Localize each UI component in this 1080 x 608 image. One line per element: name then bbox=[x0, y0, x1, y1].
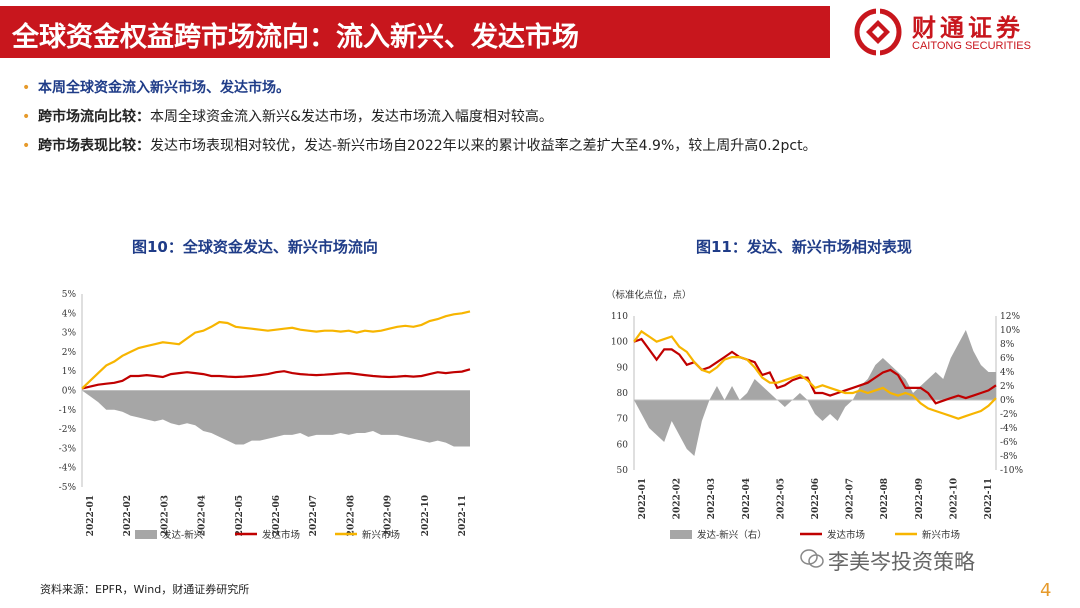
y-tick-label: 1% bbox=[62, 367, 77, 377]
x-tick-label: 2022-11 bbox=[458, 495, 468, 536]
wechat-icon bbox=[800, 549, 824, 568]
y-tick-label: -1% bbox=[59, 406, 77, 416]
x-tick-label: 2022-03 bbox=[707, 478, 717, 519]
bullet-text: 发达市场表现相对较优，发达-新兴市场自2022年以来的累计收益率之差扩大至4.9… bbox=[150, 138, 817, 154]
series-area-spread bbox=[634, 330, 996, 456]
y-tick-label: 5% bbox=[62, 290, 77, 300]
logo-english-name: CAITONG SECURITIES bbox=[912, 40, 1031, 52]
legend-label: 发达-新兴 bbox=[162, 529, 203, 541]
x-tick-label: 2022-09 bbox=[915, 478, 925, 519]
header: 全球资金权益跨市场流向：流入新兴、发达市场 财通证券 CAITONG SECUR… bbox=[0, 0, 1080, 64]
y-right-tick-label: 8% bbox=[1000, 340, 1015, 350]
x-tick-label: 2022-08 bbox=[880, 478, 890, 519]
company-logo: 财通证券 CAITONG SECURITIES bbox=[852, 6, 1072, 58]
legend-label: 新兴市场 bbox=[362, 529, 400, 541]
series-line-developed bbox=[81, 368, 471, 390]
x-tick-label: 2022-05 bbox=[235, 495, 245, 536]
chart1-title: 图10：全球资金发达、新兴市场流向 bbox=[132, 238, 378, 256]
y-tick-label: 80 bbox=[617, 389, 629, 399]
y-right-tick-label: -2% bbox=[1000, 410, 1018, 420]
x-tick-label: 2022-10 bbox=[421, 495, 431, 536]
y-tick-label: -4% bbox=[59, 464, 77, 474]
y-tick-label: -5% bbox=[59, 483, 77, 493]
x-tick-label: 2022-04 bbox=[742, 478, 752, 519]
x-tick-label: 2022-01 bbox=[86, 495, 96, 536]
summary-bullets: • 本周全球资金流入新兴市场、发达市场。 • 跨市场流向比较：本周全球资金流入新… bbox=[22, 74, 1068, 161]
logo-chinese-name: 财通证券 bbox=[912, 14, 1024, 42]
logo-mark-icon bbox=[854, 8, 902, 56]
bullet-lead: 跨市场表现比较： bbox=[38, 138, 150, 154]
series-line-emerging bbox=[633, 329, 997, 420]
y-right-tick-label: 0% bbox=[1000, 396, 1015, 406]
bullet-dot-icon: • bbox=[22, 138, 31, 154]
x-tick-label: 2022-07 bbox=[309, 495, 319, 536]
x-tick-label: 2022-10 bbox=[949, 478, 959, 519]
x-tick-label: 2022-07 bbox=[846, 478, 856, 519]
y-tick-label: -3% bbox=[59, 444, 77, 454]
x-tick-label: 2022-02 bbox=[123, 495, 133, 536]
bullet-lead: 跨市场流向比较： bbox=[38, 109, 150, 125]
x-tick-label: 2022-02 bbox=[673, 478, 683, 519]
page-title: 全球资金权益跨市场流向：流入新兴、发达市场 bbox=[12, 22, 579, 53]
y-right-tick-label: 12% bbox=[1000, 312, 1020, 322]
chart2-title: 图11：发达、新兴市场相对表现 bbox=[696, 238, 912, 256]
y-right-tick-label: 6% bbox=[1000, 354, 1015, 364]
source-note: 资料来源：EPFR，Wind，财通证券研究所 bbox=[40, 583, 250, 596]
y-tick-label: 70 bbox=[617, 415, 629, 425]
y-right-tick-label: -10% bbox=[1000, 466, 1023, 476]
bullet-dot-icon: • bbox=[22, 109, 31, 125]
y-right-tick-label: 10% bbox=[1000, 326, 1020, 336]
legend-label: 发达-新兴（右） bbox=[697, 529, 767, 541]
series-line-emerging bbox=[81, 310, 471, 390]
x-tick-label: 2022-06 bbox=[272, 495, 282, 536]
y-tick-label: 3% bbox=[62, 329, 77, 339]
y-tick-label: -2% bbox=[59, 425, 77, 435]
x-tick-label: 2022-08 bbox=[346, 495, 356, 536]
title-bar: 全球资金权益跨市场流向：流入新兴、发达市场 bbox=[0, 6, 830, 58]
x-tick-label: 2022-06 bbox=[811, 478, 821, 519]
x-tick-label: 2022-05 bbox=[776, 478, 786, 519]
y-tick-label: 60 bbox=[617, 440, 629, 450]
y-tick-label: 110 bbox=[611, 312, 628, 322]
bullet-item: • 跨市场流向比较：本周全球资金流入新兴&发达市场，发达市场流入幅度相对较高。 bbox=[22, 103, 1068, 132]
legend-swatch-area bbox=[135, 530, 157, 539]
legend-label: 新兴市场 bbox=[922, 529, 960, 541]
bullet-lead: 本周全球资金流入新兴市场、发达市场。 bbox=[38, 80, 290, 96]
legend-swatch-area bbox=[670, 530, 692, 539]
bullet-item: • 跨市场表现比较：发达市场表现相对较优，发达-新兴市场自2022年以来的累计收… bbox=[22, 132, 1068, 161]
y-right-tick-label: -4% bbox=[1000, 424, 1018, 434]
y-right-tick-label: -6% bbox=[1000, 438, 1018, 448]
page-number: 4 bbox=[1040, 580, 1052, 601]
y-right-tick-label: 4% bbox=[1000, 368, 1015, 378]
x-tick-label: 2022-09 bbox=[384, 495, 394, 536]
y-tick-label: 50 bbox=[617, 466, 629, 476]
watermark: 李美岑投资策略 bbox=[828, 550, 975, 574]
chart2-figure: 50 60 70 80 90 100 110 -10% -8% -6% -4% -2% 0% 2% 4% 6%… bbox=[606, 289, 1023, 541]
bullet-dot-icon: • bbox=[22, 80, 31, 96]
unit-note: （标准化点位，点） bbox=[606, 289, 692, 301]
bullet-item: • 本周全球资金流入新兴市场、发达市场。 bbox=[22, 74, 1068, 103]
legend-label: 发达市场 bbox=[827, 529, 865, 541]
y-tick-label: 90 bbox=[617, 363, 629, 373]
bullet-text: 本周全球资金流入新兴&发达市场，发达市场流入幅度相对较高。 bbox=[150, 109, 553, 125]
y-tick-label: 4% bbox=[62, 309, 77, 319]
x-tick-label: 2022-11 bbox=[984, 478, 994, 519]
y-right-tick-label: -8% bbox=[1000, 452, 1018, 462]
legend-label: 发达市场 bbox=[262, 529, 300, 541]
y-tick-label: 0% bbox=[62, 387, 77, 397]
series-area-spread bbox=[82, 390, 470, 447]
chart1-figure: -5% -4% -3% -2% -1% 0% 1% 2% 3% 4% 5% 2022-01 2022-0… bbox=[59, 290, 471, 541]
x-tick-label: 2022-04 bbox=[198, 495, 208, 536]
y-tick-label: 2% bbox=[62, 348, 77, 358]
x-tick-label: 2022-03 bbox=[160, 495, 170, 536]
y-right-tick-label: 2% bbox=[1000, 382, 1015, 392]
x-tick-label: 2022-01 bbox=[638, 478, 648, 519]
y-tick-label: 100 bbox=[611, 338, 628, 348]
